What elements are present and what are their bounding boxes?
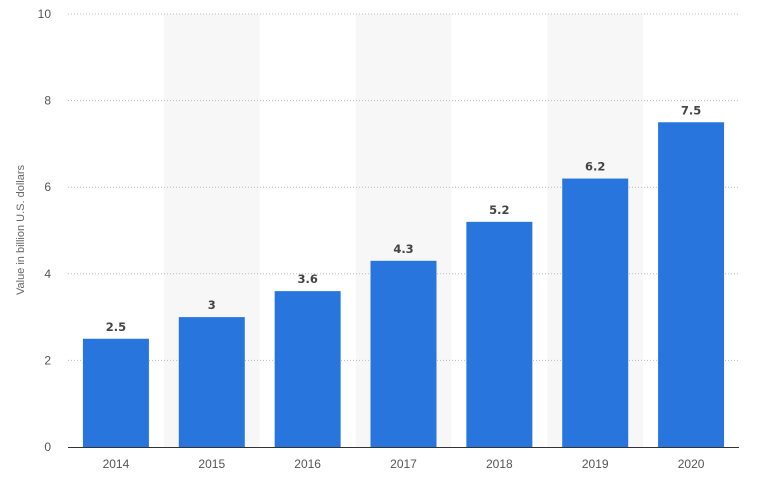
bar-2017[interactable]	[370, 260, 437, 447]
data-label-2015: 3	[208, 298, 216, 312]
x-tick-label-2019: 2019	[582, 457, 609, 471]
x-axis-tick-labels: 2014 2015 2016 2017 2018 2019 2020	[103, 457, 705, 471]
y-axis-title: Value in billion U.S. dollars	[15, 164, 27, 295]
y-tick-label-4: 4	[44, 267, 51, 281]
bar-2015[interactable]	[178, 317, 245, 447]
bar-2019[interactable]	[562, 178, 629, 448]
x-tick-label-2014: 2014	[103, 457, 130, 471]
y-tick-label-2: 2	[44, 353, 51, 367]
bar-2020[interactable]	[658, 122, 725, 447]
y-tick-label-8: 8	[44, 94, 51, 108]
x-tick-label-2018: 2018	[486, 457, 513, 471]
data-label-2014: 2.5	[106, 320, 126, 334]
data-label-2018: 5.2	[489, 203, 509, 217]
data-label-2016: 3.6	[297, 272, 317, 286]
bar-2018[interactable]	[466, 221, 533, 447]
data-label-2017: 4.3	[393, 242, 413, 256]
bar-series	[82, 122, 725, 448]
x-tick-label-2020: 2020	[678, 457, 705, 471]
x-tick-label-2017: 2017	[390, 457, 417, 471]
x-tick-label-2015: 2015	[198, 457, 225, 471]
y-tick-label-10: 10	[38, 7, 52, 21]
data-labels: 2.5 3 3.6 4.3 5.2 6.2 7.5	[106, 103, 702, 334]
data-label-2019: 6.2	[585, 160, 605, 174]
y-tick-label-6: 6	[44, 180, 51, 194]
y-axis-tick-labels: 0 2 4 6 8 10	[38, 7, 52, 454]
bar-2016[interactable]	[274, 291, 341, 447]
data-label-2020: 7.5	[681, 103, 701, 117]
x-tick-label-2016: 2016	[294, 457, 321, 471]
y-tick-label-0: 0	[44, 440, 51, 454]
bar-2014[interactable]	[82, 338, 149, 447]
